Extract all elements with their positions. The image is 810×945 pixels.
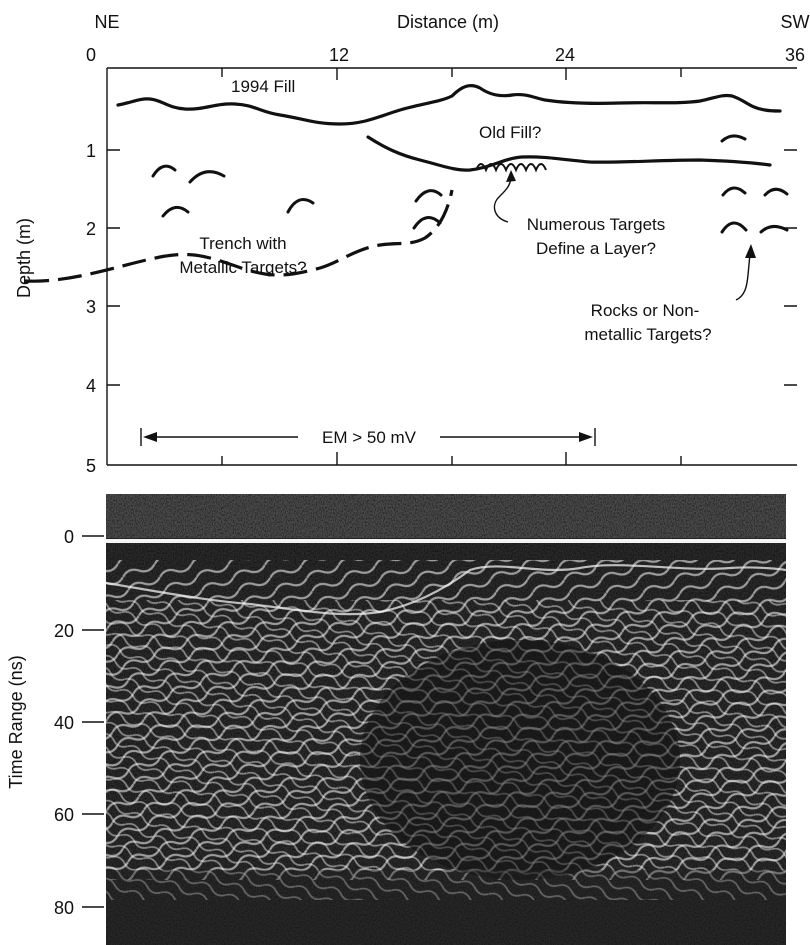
rocks-arrow	[735, 253, 751, 301]
target-layer-cluster	[475, 163, 547, 173]
annotation-trench-line1: Trench with	[199, 234, 286, 253]
em-left-arrowhead	[143, 432, 157, 442]
numerous-targets-arrow	[493, 177, 512, 223]
radargram-y-tick-label: 40	[54, 713, 74, 733]
rocks-arrowhead	[745, 244, 756, 258]
annotation-numerous-line2: Define a Layer?	[536, 239, 656, 258]
annotation-rocks-line1: Rocks or Non-	[591, 301, 700, 320]
y-tick-label: 3	[86, 297, 96, 317]
target-arcs	[151, 134, 789, 234]
left-ticks	[107, 149, 120, 386]
target-arc	[188, 170, 226, 184]
em-label: EM > 50 mV	[322, 428, 417, 447]
target-arc	[286, 198, 315, 214]
x-tick-label: 24	[555, 45, 575, 65]
target-arc	[720, 134, 747, 143]
x-tick-labels: 0 12 24 36	[86, 45, 805, 65]
radargram-image	[106, 494, 786, 945]
radargram-y-tick-label: 80	[54, 898, 74, 918]
right-ticks	[784, 149, 797, 386]
y-tick-label: 5	[86, 456, 96, 476]
target-arc	[721, 186, 747, 197]
radargram-y-tick-labels: 0 20 40 60 80	[54, 527, 74, 918]
target-arc	[151, 164, 177, 178]
direction-sw-label: SW	[781, 12, 810, 32]
radargram-y-axis-title: Time Range (ns)	[6, 655, 26, 788]
annotation-rocks-line2: metallic Targets?	[584, 325, 711, 344]
top-ticks	[221, 68, 682, 80]
y-tick-label: 2	[86, 219, 96, 239]
bottom-ticks	[221, 452, 682, 465]
y-tick-label: 1	[86, 141, 96, 161]
annotation-numerous-line1: Numerous Targets	[527, 215, 666, 234]
target-arc	[161, 205, 190, 218]
em-extent-marker: EM > 50 mV	[140, 428, 596, 447]
diagram-panel: NE Distance (m) SW 0 12 24 36 1 2 3 4 5 …	[14, 12, 810, 476]
target-arc	[759, 225, 789, 234]
y-tick-labels: 1 2 3 4 5	[86, 141, 96, 476]
target-arc	[720, 221, 748, 234]
x-axis-title: Distance (m)	[397, 12, 499, 32]
radargram-panel: 0 20 40 60 80 Time Range (ns)	[6, 494, 786, 945]
target-arc	[763, 187, 789, 197]
numerous-targets-arrowhead	[506, 170, 516, 182]
x-tick-label: 12	[329, 45, 349, 65]
annotation-1994-fill: 1994 Fill	[231, 77, 295, 96]
fill-1994-boundary	[116, 84, 782, 126]
trench-boundary	[24, 189, 454, 283]
radargram-y-tick-label: 60	[54, 805, 74, 825]
annotation-trench-line2: Metallic Targets?	[179, 258, 306, 277]
old-fill-boundary	[366, 135, 772, 172]
y-tick-label: 4	[86, 376, 96, 396]
radargram-y-tick-label: 0	[64, 527, 74, 547]
x-tick-label: 36	[785, 45, 805, 65]
y-axis-title: Depth (m)	[14, 218, 34, 298]
x-tick-label: 0	[86, 45, 96, 65]
annotation-old-fill: Old Fill?	[479, 123, 541, 142]
em-right-arrowhead	[579, 432, 593, 442]
radargram-y-ticks	[82, 535, 104, 908]
target-arc	[412, 216, 442, 230]
radargram-y-tick-label: 20	[54, 621, 74, 641]
direction-ne-label: NE	[94, 12, 119, 32]
target-arc	[414, 189, 443, 203]
